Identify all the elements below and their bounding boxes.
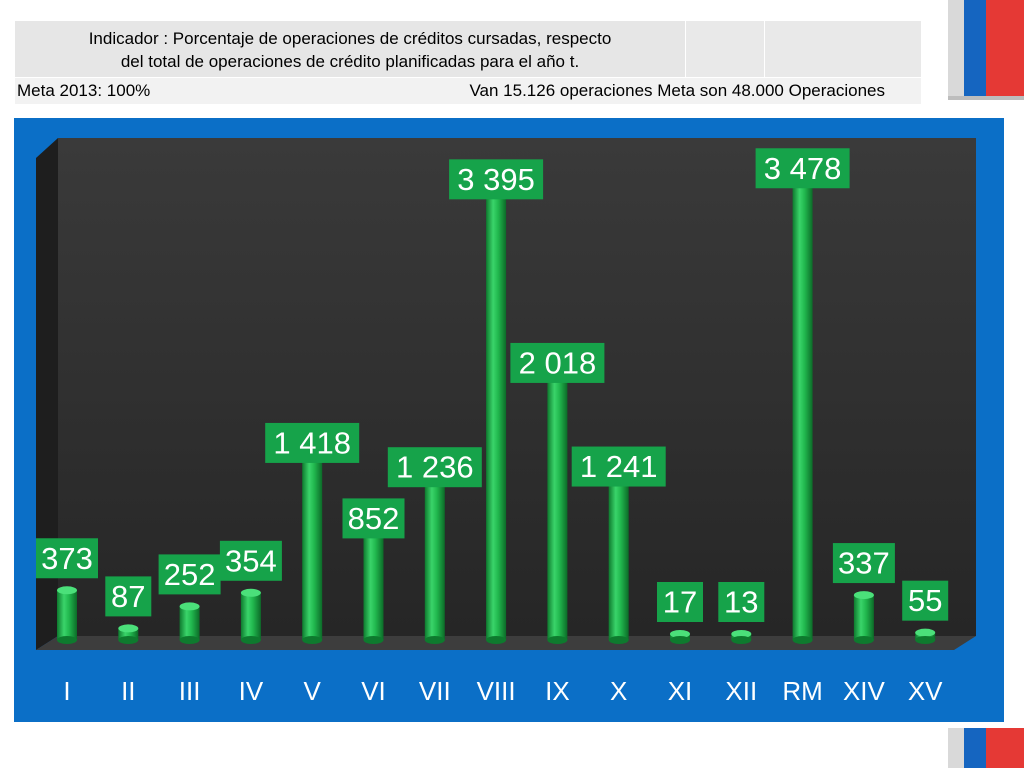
bar-base-viii xyxy=(486,636,507,644)
category-label-iv: IV xyxy=(239,676,264,706)
category-label-i: I xyxy=(63,676,70,706)
data-label-box-vii xyxy=(387,447,482,488)
flag-decoration-top xyxy=(946,0,1024,100)
bar-cap-xi xyxy=(670,630,690,638)
plot-back-wall xyxy=(58,138,976,636)
data-label-viii: 3 395 xyxy=(457,162,535,197)
category-label-iii: III xyxy=(179,676,201,706)
data-label-box-rm xyxy=(755,148,850,189)
category-label-vi: VI xyxy=(361,676,386,706)
bar-base-ix xyxy=(547,636,568,644)
category-label-xv: XV xyxy=(908,676,943,706)
data-label-xiv: 337 xyxy=(838,546,890,581)
category-label-xiv: XIV xyxy=(843,676,886,706)
bar-rm xyxy=(792,176,813,640)
data-label-xii: 13 xyxy=(724,585,758,620)
bar-xiv xyxy=(853,595,874,640)
data-label-box-iii xyxy=(158,554,221,595)
data-label-box-viii xyxy=(449,159,544,200)
flag-decoration-bottom xyxy=(946,724,1024,768)
data-label-rm: 3 478 xyxy=(764,151,842,186)
data-label-vi: 852 xyxy=(348,501,400,536)
category-axis-group: I II III IV V VI VII VIII IX X XI XII RM XIV XV xyxy=(63,676,943,706)
bar-base-xv xyxy=(915,636,936,644)
bar-vi xyxy=(363,526,384,640)
bar-cap-xv xyxy=(915,628,936,637)
bar-base-xiv xyxy=(853,636,874,644)
data-label-box-v xyxy=(265,422,360,463)
bar-base-ii xyxy=(118,636,139,644)
bar-cap-iii xyxy=(179,602,200,611)
data-label-xi: 17 xyxy=(663,585,697,620)
data-label-box-xi xyxy=(657,582,703,622)
bar-v xyxy=(302,450,323,640)
bar-base-vi xyxy=(363,636,384,644)
bar-iii xyxy=(179,606,200,640)
bar-chart: 373 87 252 354 1 418 852 1 236 3 395 2 018 1 241 1… xyxy=(36,138,976,706)
bar-base-vii xyxy=(424,636,445,644)
bar-base-v xyxy=(302,636,323,644)
indicator-cell: Indicador : Porcentaje de operaciones de… xyxy=(14,20,686,78)
bar-viii xyxy=(486,187,507,640)
category-label-xi: XI xyxy=(668,676,693,706)
bar-ix xyxy=(547,370,568,640)
bar-base-x xyxy=(608,636,629,644)
indicator-text-line2: del total de operaciones de crédito plan… xyxy=(120,52,580,71)
data-label-box-i xyxy=(36,538,98,579)
data-label-box-xiv xyxy=(832,543,895,584)
category-label-rm: RM xyxy=(782,676,822,706)
bar-cap-i xyxy=(57,586,77,595)
bar-base-rm xyxy=(792,636,813,644)
data-label-v: 1 418 xyxy=(273,425,351,460)
data-label-box-xv xyxy=(902,580,949,621)
chart-frame: 373 87 252 354 1 418 852 1 236 3 395 2 018 1 241 1… xyxy=(14,118,1004,722)
data-label-vii: 1 236 xyxy=(396,450,474,485)
bar-vii xyxy=(424,475,445,640)
indicator-text-line1: Indicador : Porcentaje de operaciones de… xyxy=(88,29,612,48)
category-label-ii: II xyxy=(121,676,135,706)
data-labels-group: 373 87 252 354 1 418 852 1 236 3 395 2 018 1 241 1… xyxy=(36,148,949,622)
data-label-xv: 55 xyxy=(908,583,942,618)
bar-iv xyxy=(240,592,261,640)
category-label-ix: IX xyxy=(545,676,570,706)
bar-x xyxy=(608,474,629,640)
data-label-x: 1 241 xyxy=(580,449,658,484)
data-label-ii: 87 xyxy=(111,579,145,614)
indicator-table: Indicador : Porcentaje de operaciones de… xyxy=(14,20,922,105)
category-label-x: X xyxy=(610,676,627,706)
data-label-iv: 354 xyxy=(225,543,277,578)
data-label-ix: 2 018 xyxy=(519,345,597,380)
category-label-v: V xyxy=(304,676,322,706)
bar-cap-xii xyxy=(731,630,752,638)
bar-cap-iv xyxy=(240,588,261,597)
category-label-viii: VIII xyxy=(477,676,516,706)
bar-base-iii xyxy=(179,636,200,644)
empty-cell-2 xyxy=(764,20,922,78)
data-label-i: 373 xyxy=(41,541,93,576)
category-label-xii: XII xyxy=(725,676,757,706)
bar-base-xii xyxy=(731,636,752,644)
bar-i xyxy=(57,590,77,640)
bar-cap-xiv xyxy=(853,591,874,600)
bars-group xyxy=(57,172,936,644)
empty-cell-1 xyxy=(685,20,765,78)
bar-ii xyxy=(118,628,139,640)
plot-side-wall xyxy=(36,138,58,650)
meta-goal-text: Meta 2013: 100% xyxy=(17,81,151,100)
data-label-box-iv xyxy=(219,540,282,581)
bar-base-xi xyxy=(670,636,690,644)
bar-cap-ii xyxy=(118,624,139,633)
bar-base-i xyxy=(57,636,77,644)
category-label-vii: VII xyxy=(419,676,451,706)
data-label-box-x xyxy=(571,446,666,487)
data-label-box-ix xyxy=(510,342,605,383)
meta-cell: Meta 2013: 100% Van 15.126 operaciones M… xyxy=(14,77,922,105)
data-label-box-vi xyxy=(342,498,405,539)
bar-base-iv xyxy=(240,636,261,644)
data-label-box-xii xyxy=(718,582,765,622)
data-label-box-ii xyxy=(105,576,152,617)
data-label-iii: 252 xyxy=(164,557,216,592)
meta-progress-text: Van 15.126 operaciones Meta son 48.000 O… xyxy=(469,81,885,100)
